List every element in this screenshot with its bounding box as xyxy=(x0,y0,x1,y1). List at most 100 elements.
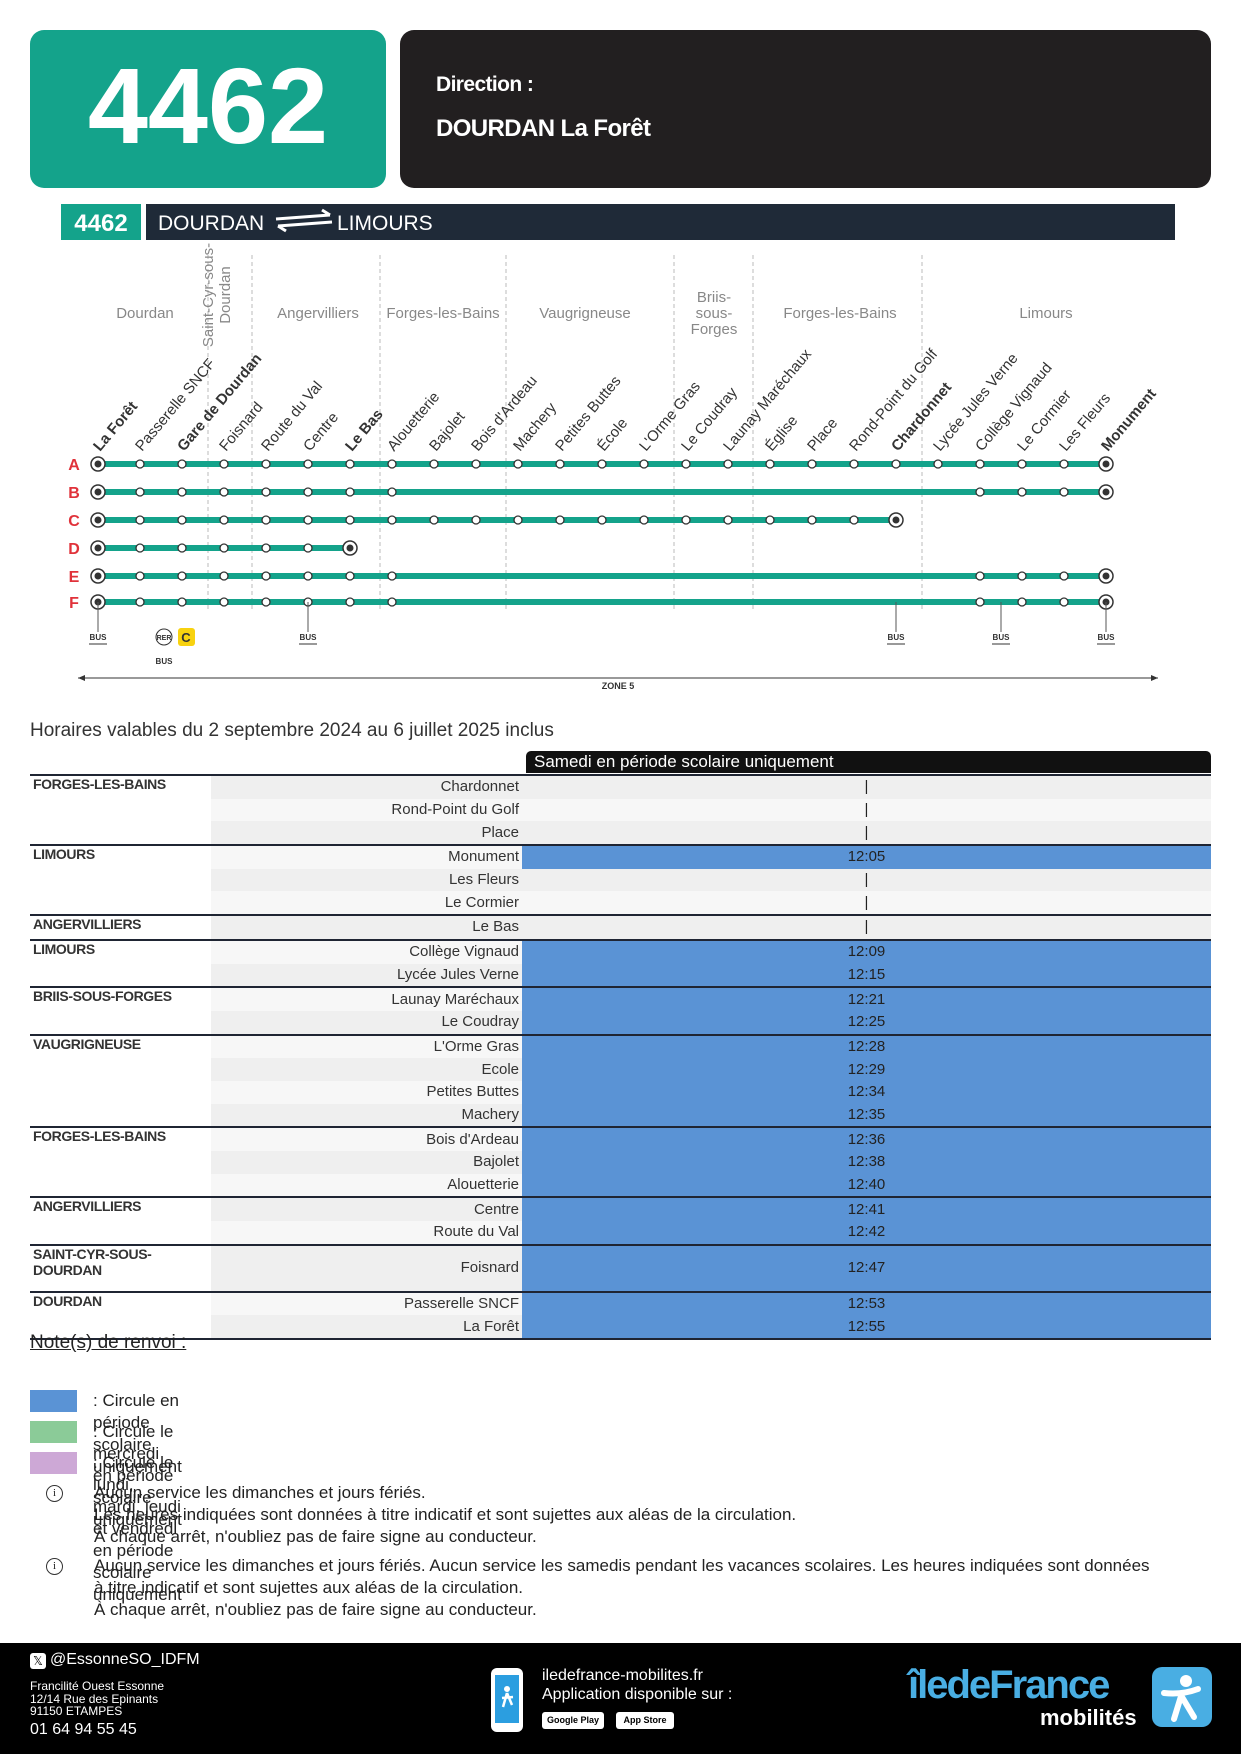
stop-cell: Rond-Point du Golf xyxy=(211,798,522,822)
stop-cell: Alouetterie xyxy=(211,1173,522,1198)
commune-cell: LIMOURS xyxy=(30,844,211,869)
stop-dot xyxy=(177,459,187,469)
table-row: Place | xyxy=(30,821,1211,846)
time-cell: 12:47 xyxy=(522,1243,1211,1292)
stop-dot xyxy=(387,515,397,525)
stop-dot xyxy=(135,571,145,581)
terminus-dot xyxy=(94,572,102,580)
phone: 01 64 94 55 45 xyxy=(30,1721,137,1738)
stop-dot xyxy=(387,597,397,607)
stop-dot xyxy=(219,543,229,553)
commune-cell xyxy=(30,1151,211,1174)
stop-cell: La Forêt xyxy=(211,1315,522,1341)
stop-dot xyxy=(177,487,187,497)
time-cell: 12:42 xyxy=(522,1221,1211,1245)
store-badge[interactable]: App Store xyxy=(616,1712,674,1729)
stop-dot xyxy=(387,459,397,469)
stop-dot xyxy=(303,543,313,553)
time-cell: 12:25 xyxy=(522,1010,1211,1035)
time-cell: | xyxy=(522,914,1211,940)
time-cell: 12:55 xyxy=(522,1315,1211,1341)
stop-dot xyxy=(849,515,859,525)
stop-dot xyxy=(219,459,229,469)
terminus-dot xyxy=(1102,488,1110,496)
time-cell: 12:29 xyxy=(522,1058,1211,1081)
stop-dot xyxy=(177,543,187,553)
stop-dot xyxy=(135,515,145,525)
stop-cell: Chardonnet xyxy=(211,774,522,799)
commune: Forges-les-Bains xyxy=(386,306,500,322)
commune-cell xyxy=(30,821,211,846)
commune-box: Dourdan xyxy=(116,306,174,322)
table-row: FORGES-LES-BAINS Chardonnet | xyxy=(30,774,1211,799)
bus-icon: BUS xyxy=(993,633,1011,642)
stop-label: École xyxy=(594,415,631,455)
store-badge[interactable]: Google Play xyxy=(542,1712,604,1729)
time-cell: | xyxy=(522,798,1211,822)
stop-cell: Lycée Jules Verne xyxy=(211,963,522,988)
stop-dot xyxy=(1017,597,1027,607)
stop-dot xyxy=(135,459,145,469)
commune-cell: DOURDAN xyxy=(30,1290,211,1316)
line-label: E xyxy=(69,569,80,586)
stop-dot xyxy=(135,597,145,607)
commune-cell xyxy=(30,1173,211,1198)
stop-cell: Bois d'Ardeau xyxy=(211,1126,522,1151)
line-label: A xyxy=(68,457,80,474)
stop-dot xyxy=(177,571,187,581)
address-line: Francilité Ouest Essonne xyxy=(30,1679,165,1693)
commune: Dourdan xyxy=(116,306,174,322)
stop-dot xyxy=(597,515,607,525)
time-cell: | xyxy=(522,891,1211,916)
stop-dot xyxy=(261,597,271,607)
commune: Vaugrigneuse xyxy=(539,306,631,322)
app-text: Application disponible sur : xyxy=(542,1686,733,1703)
stop-dot xyxy=(261,571,271,581)
bus-icon: BUS xyxy=(888,633,906,642)
stop-dot xyxy=(555,515,565,525)
legend-swatch xyxy=(30,1421,77,1443)
stop-dot xyxy=(1059,597,1069,607)
commune-cell xyxy=(30,963,211,988)
table-row: Petites Buttes 12:34 xyxy=(30,1080,1211,1104)
stop-dot xyxy=(639,515,649,525)
table-row: BRIIS-SOUS-FORGES Launay Maréchaux 12:21 xyxy=(30,986,1211,1011)
info-line: Les heures indiquées sont données à titr… xyxy=(94,1505,797,1524)
stop-label: Place xyxy=(804,415,841,455)
commune-cell: FORGES-LES-BAINS xyxy=(30,774,211,799)
legend-text: : Circule le mercredi en période scolair… xyxy=(93,1422,182,1529)
stop-dot xyxy=(303,515,313,525)
table-row: ANGERVILLIERS Le Bas | xyxy=(30,914,1211,940)
stop-dot xyxy=(975,459,985,469)
stop-dot xyxy=(849,459,859,469)
time-cell: 12:21 xyxy=(522,986,1211,1011)
phone-icon xyxy=(491,1668,523,1732)
table-row: DOURDAN Passerelle SNCF 12:53 xyxy=(30,1290,1211,1316)
stop-cell: Machery xyxy=(211,1103,522,1128)
commune-cell: BRIIS-SOUS-FORGES xyxy=(30,986,211,1011)
stop-label: Bajolet xyxy=(426,408,469,455)
time-cell: | xyxy=(522,774,1211,799)
commune-box: Forges-les-Bains xyxy=(386,306,500,322)
commune-box: Angervilliers xyxy=(277,306,359,322)
banner-line: 4462 xyxy=(74,210,127,237)
rer-icon xyxy=(155,628,173,646)
stop-cell: L'Orme Gras xyxy=(211,1033,522,1059)
stop-cell: Le Coudray xyxy=(211,1010,522,1035)
commune-cell xyxy=(30,1010,211,1035)
stop-cell: Place xyxy=(211,821,522,846)
stop-dot xyxy=(429,459,439,469)
footer: 𝕏 @EssonneSO_IDFM Francilité Ouest Esson… xyxy=(0,1643,1241,1754)
stop-cell: Route du Val xyxy=(211,1221,522,1245)
table-row: ANGERVILLIERS Centre 12:41 xyxy=(30,1196,1211,1222)
stop-cell: Centre xyxy=(211,1196,522,1222)
banner-arrows xyxy=(275,208,333,233)
stop-cell: Passerelle SNCF xyxy=(211,1290,522,1316)
stop-dot xyxy=(1059,571,1069,581)
stop-dot xyxy=(1059,459,1069,469)
commune-cell xyxy=(30,868,211,892)
stop-dot xyxy=(807,459,817,469)
stop-dot xyxy=(597,459,607,469)
stop-dot xyxy=(975,597,985,607)
stop-dot xyxy=(933,459,943,469)
